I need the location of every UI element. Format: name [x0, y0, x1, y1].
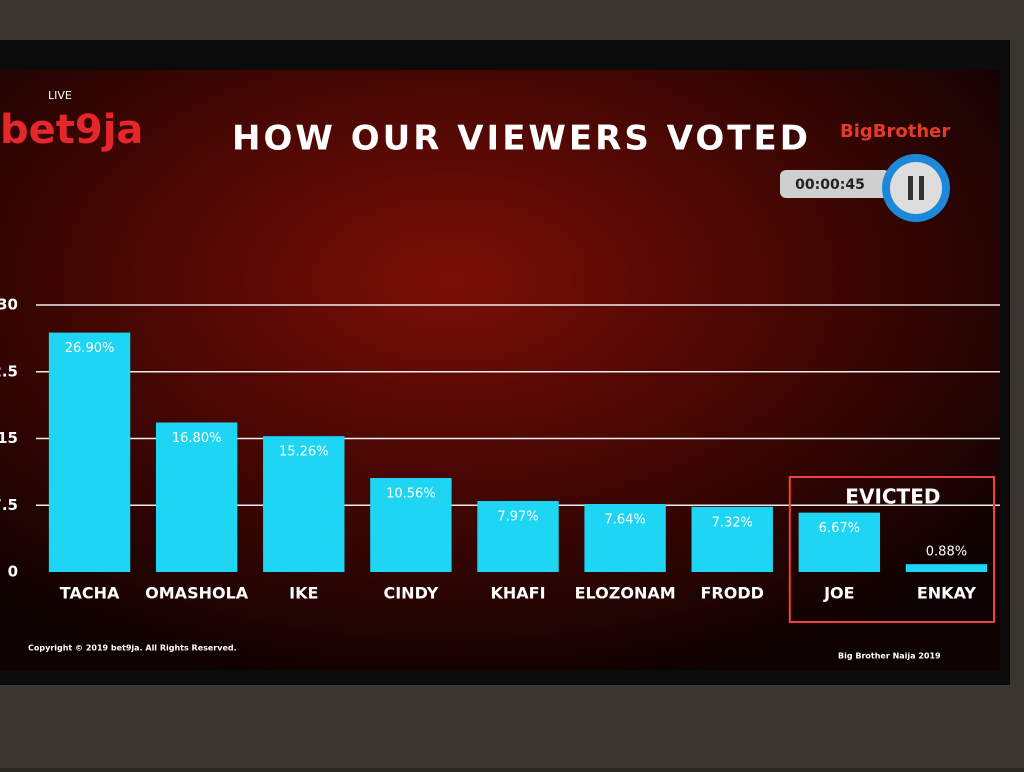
x-tick-label: ENKAY — [917, 584, 977, 603]
timer-box — [780, 170, 890, 198]
x-tick-label: IKE — [289, 584, 318, 603]
brand: BigBrother — [840, 121, 950, 142]
bar — [155, 422, 238, 572]
value-label: 7.97% — [497, 510, 538, 525]
value-label: 26.90% — [65, 341, 115, 356]
screen — [0, 70, 1000, 670]
bar — [477, 501, 559, 572]
value-label: 15.26% — [279, 445, 329, 460]
value-label: 6.67% — [819, 521, 860, 536]
logo-badge: LIVE — [48, 89, 72, 102]
value-label: 10.56% — [386, 487, 436, 502]
pause-icon — [919, 176, 924, 200]
bar — [584, 504, 666, 572]
x-tick-label: JOE — [823, 584, 854, 603]
bar — [263, 436, 345, 572]
bar — [370, 478, 452, 572]
y-tick-label: 22.5 — [0, 362, 18, 380]
value-label: 0.88% — [926, 545, 967, 560]
bar — [798, 512, 881, 572]
value-label: 16.80% — [172, 431, 222, 446]
pause-button[interactable] — [890, 162, 942, 214]
logo: bet9ja — [0, 107, 143, 153]
bar — [691, 506, 773, 572]
bar — [48, 332, 131, 572]
y-tick-label: 30 — [0, 296, 18, 314]
x-tick-label: CINDY — [383, 584, 438, 603]
x-tick-label: OMASHOLA — [145, 584, 249, 603]
pause-icon — [908, 176, 913, 200]
x-tick-label: FRODD — [701, 584, 764, 603]
annotation: EVICTED — [845, 485, 940, 509]
y-tick-label: 7.5 — [0, 496, 18, 514]
evicted-box — [788, 476, 995, 623]
x-tick-label: ELOZONAM — [575, 584, 676, 603]
x-tick-label: TACHA — [60, 584, 120, 603]
chart-title: HOW OUR VIEWERS VOTED — [232, 119, 811, 159]
y-tick-label: 0 — [8, 563, 18, 581]
bar — [905, 564, 988, 572]
x-tick-label: KHAFI — [490, 584, 545, 603]
value-label: 7.64% — [604, 513, 645, 528]
y-tick-label: 15 — [0, 429, 18, 447]
timer: 00:00:45 — [795, 177, 865, 193]
copyright: Copyright © 2019 bet9ja. All Rights Rese… — [28, 644, 237, 653]
value-label: 7.32% — [712, 515, 753, 530]
footer: Big Brother Naija 2019 — [838, 652, 941, 661]
